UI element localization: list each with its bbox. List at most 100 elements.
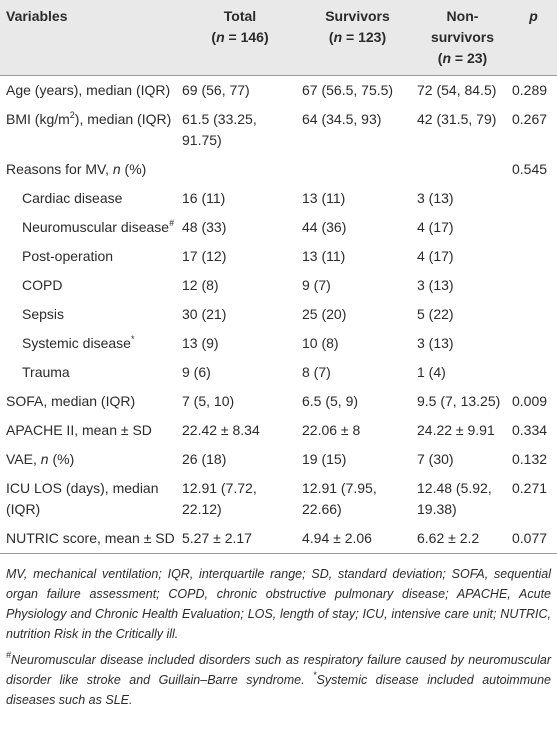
cell-p xyxy=(510,213,557,242)
text-run: MV, mechanical ventilation; IQR, interqu… xyxy=(6,567,551,641)
cell-survivors: 12.91 (7.95, 22.66) xyxy=(302,480,377,517)
text-run: SOFA, median (IQR) xyxy=(6,393,136,409)
text-run: # xyxy=(6,650,12,660)
cell-total: 26 (18) xyxy=(182,451,227,467)
footnotes: MV, mechanical ventilation; IQR, interqu… xyxy=(0,554,557,710)
sub-row: Post-operation 17 (12) 13 (11) 4 (17) xyxy=(0,242,557,271)
cell-non-survivors: 3 (13) xyxy=(417,335,454,351)
text-run: Variables xyxy=(6,8,68,24)
row-label: NUTRIC score, mean ± SD xyxy=(0,524,180,554)
text-run: Reasons for MV, xyxy=(6,161,113,177)
row-label: Sepsis xyxy=(0,300,180,329)
row-label: APACHE II, mean ± SD xyxy=(0,416,180,445)
cell-non-survivors: 24.22 ± 9.91 xyxy=(417,422,495,438)
cell-total: 9 (6) xyxy=(182,364,211,380)
cell-total: 16 (11) xyxy=(182,190,226,206)
text-run: Neuromuscular disease included disorders… xyxy=(6,653,551,687)
text-run: n xyxy=(216,29,225,45)
cell-survivors: 22.06 ± 8 xyxy=(302,422,361,438)
text-run: Systemic disease xyxy=(22,335,131,351)
row-label: Systemic disease* xyxy=(0,329,180,358)
cell-non-survivors: 7 (30) xyxy=(417,451,454,467)
row-label: COPD xyxy=(0,271,180,300)
row-label: SOFA, median (IQR) xyxy=(0,387,180,416)
text-run: BMI (kg/m xyxy=(6,111,70,127)
text-run: p xyxy=(529,8,538,24)
text-run: 2 xyxy=(69,110,75,120)
cell-non-survivors: 3 (13) xyxy=(417,190,454,206)
text-run: (%) xyxy=(120,161,147,177)
cell-survivors: 13 (11) xyxy=(302,248,346,264)
sub-row: Neuromuscular disease# 48 (33) 44 (36) 4 (1… xyxy=(0,213,557,242)
cell-total: 12.91 (7.72, 22.12) xyxy=(182,480,257,517)
cell-p: 0.545 xyxy=(512,161,548,177)
cell-total: 17 (12) xyxy=(182,248,227,264)
cell-p xyxy=(510,242,557,271)
cell-p xyxy=(510,358,557,387)
text-run: n xyxy=(40,451,49,467)
text-run: * xyxy=(313,670,317,680)
sub-row: Cardiac disease 16 (11) 13 (11) 3 (13) xyxy=(0,184,557,213)
text-run: n xyxy=(112,161,121,177)
data-table: Variables Total (n = 146) Survivors (n = 123… xyxy=(0,0,557,554)
cell-total: 48 (33) xyxy=(182,219,227,235)
row-label: Cardiac disease xyxy=(0,184,180,213)
text-run: = 23) xyxy=(451,50,488,66)
header-cell: Non-survivors (n = 23) xyxy=(415,0,510,76)
cell-p xyxy=(510,184,557,213)
row: APACHE II, mean ± SD 22.42 ± 8.34 22.06 ± … xyxy=(0,416,557,445)
cell-p: 0.009 xyxy=(512,393,548,409)
text-run: Survivors xyxy=(325,8,390,24)
text-run: NUTRIC score, mean ± SD xyxy=(6,530,175,546)
cell-survivors: 67 (56.5, 75.5) xyxy=(302,82,394,98)
text-run: # xyxy=(169,218,175,228)
text-run: APACHE II, mean ± SD xyxy=(6,422,152,438)
text-run: n xyxy=(442,50,452,66)
cell-total: 13 (9) xyxy=(182,335,219,351)
cell-total: 69 (56, 77) xyxy=(182,82,250,98)
cell-non-survivors: 4 (17) xyxy=(417,248,454,264)
text-run: VAE, xyxy=(6,451,41,467)
text-run: (%) xyxy=(48,451,75,467)
row-label: ICU LOS (days), median (IQR) xyxy=(0,474,180,524)
row-label: VAE, n (%) xyxy=(0,445,180,474)
text-run: Neuromuscular disease xyxy=(22,219,170,235)
header-line: p xyxy=(514,6,553,27)
cell-survivors: 4.94 ± 2.06 xyxy=(300,524,415,554)
row: ICU LOS (days), median (IQR) 12.91 (7.72,… xyxy=(0,474,557,524)
text-run: * xyxy=(130,334,135,344)
cell-survivors: 64 (34.5, 93) xyxy=(302,111,382,127)
row: VAE, n (%) 26 (18) 19 (15) 7 (30) 0.132 xyxy=(0,445,557,474)
text-run: = 123) xyxy=(342,29,387,45)
cell-total: 5.27 ± 2.17 xyxy=(180,524,300,554)
cell-non-survivors: 5 (22) xyxy=(417,306,454,322)
row: NUTRIC score, mean ± SD 5.27 ± 2.17 4.94 ±… xyxy=(0,524,557,554)
text-run: ( xyxy=(211,29,217,45)
cell-p: 0.334 xyxy=(512,422,548,438)
row-label: Neuromuscular disease# xyxy=(0,213,180,242)
cell-survivors xyxy=(300,155,415,184)
header-line: Variables xyxy=(6,6,176,27)
text-run: Age (years), median (IQR) xyxy=(6,82,171,98)
row-label: BMI (kg/m2), median (IQR) xyxy=(0,105,180,155)
cell-survivors: 13 (11) xyxy=(302,190,346,206)
cell-non-survivors: 3 (13) xyxy=(417,277,454,293)
header-line: (n = 123) xyxy=(304,27,411,48)
header-line: Non-survivors xyxy=(419,6,506,48)
text-run: COPD xyxy=(22,277,63,293)
header-line: Survivors xyxy=(304,6,411,27)
text-run: Post-operation xyxy=(22,248,114,264)
row: SOFA, median (IQR) 7 (5, 10) 6.5 (5, 9) 9.5… xyxy=(0,387,557,416)
row: BMI (kg/m2), median (IQR) 61.5 (33.25, 91… xyxy=(0,105,557,155)
cell-total xyxy=(180,155,300,184)
cell-p: 0.132 xyxy=(512,451,548,467)
row-label: Age (years), median (IQR) xyxy=(0,76,180,106)
header-line: (n = 146) xyxy=(184,27,296,48)
header-line: Total xyxy=(184,6,296,27)
text-run: ICU LOS (days), median (IQR) xyxy=(6,480,159,517)
sub-row: Trauma 9 (6) 8 (7) 1 (4) xyxy=(0,358,557,387)
text-run: Cardiac disease xyxy=(22,190,123,206)
text-run: n xyxy=(333,29,343,45)
text-run: ), median (IQR) xyxy=(74,111,172,127)
